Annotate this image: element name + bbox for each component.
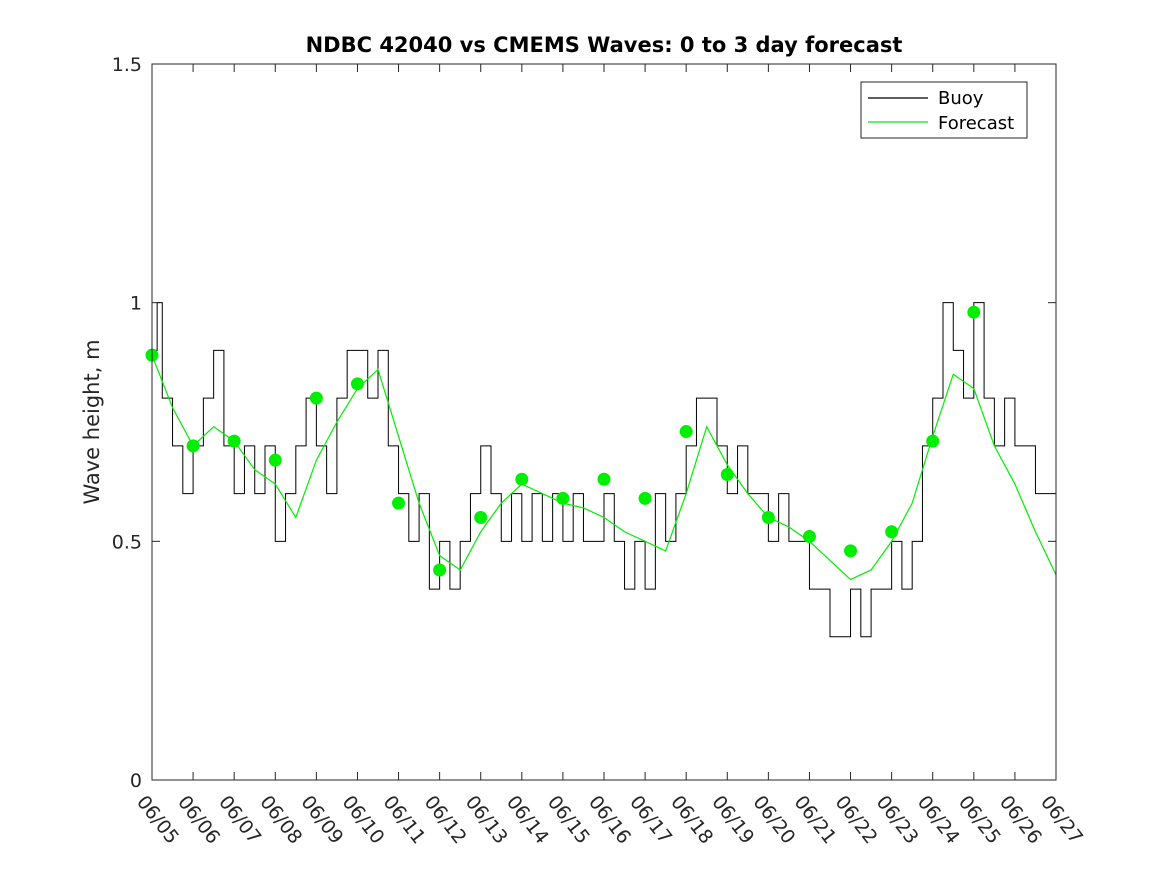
legend-label-buoy: Buoy	[938, 88, 984, 109]
forecast-marker	[761, 510, 775, 524]
forecast-marker	[844, 544, 858, 558]
x-tick-label: 06/12	[420, 792, 471, 849]
forecast-marker	[679, 425, 693, 439]
x-tick-label: 06/05	[132, 792, 183, 849]
forecast-marker	[597, 472, 611, 486]
y-tick-label: 0.5	[112, 531, 142, 553]
x-tick-label: 06/17	[625, 792, 676, 849]
x-tick-label: 06/22	[831, 792, 882, 849]
x-tick-label: 06/20	[748, 792, 799, 849]
forecast-series-line	[151, 354, 1057, 581]
x-tick-label: 06/18	[666, 792, 717, 849]
buoy-series-line	[152, 302, 1057, 638]
y-tick-label: 0	[130, 770, 142, 792]
chart-title: NDBC 42040 vs CMEMS Waves: 0 to 3 day fo…	[306, 33, 903, 57]
forecast-marker	[967, 305, 981, 319]
forecast-marker	[926, 434, 940, 448]
x-tick-label: 06/26	[995, 792, 1046, 849]
forecast-marker	[350, 377, 364, 391]
legend-label-forecast: Forecast	[938, 113, 1014, 134]
x-tick-label: 06/07	[214, 792, 265, 849]
x-tick-label: 06/09	[296, 792, 347, 849]
y-axis-label: Wave height, m	[80, 339, 104, 504]
series-layer	[151, 302, 1057, 638]
plot-area	[152, 64, 1056, 780]
forecast-marker	[885, 525, 899, 539]
forecast-marker	[474, 510, 488, 524]
forecast-marker	[392, 496, 406, 510]
x-tick-label: 06/13	[461, 792, 512, 849]
forecast-marker	[556, 491, 570, 505]
y-tick-label: 1	[130, 293, 142, 315]
x-tick-label: 06/06	[173, 792, 224, 849]
legend-box	[860, 81, 1028, 139]
forecast-marker	[720, 468, 734, 482]
x-tick-label: 06/27	[1036, 792, 1087, 849]
x-tick-label: 06/25	[954, 792, 1005, 849]
forecast-marker	[433, 563, 447, 577]
x-tick-label: 06/14	[502, 792, 553, 849]
forecast-marker	[802, 530, 816, 544]
forecast-marker	[515, 472, 529, 486]
x-tick-label: 06/24	[913, 792, 964, 849]
x-tick-label: 06/23	[872, 792, 923, 849]
x-tick-label: 06/21	[790, 792, 841, 849]
forecast-marker	[186, 439, 200, 453]
forecast-marker	[227, 434, 241, 448]
x-tick-label: 06/08	[255, 792, 306, 849]
x-tick-label: 06/16	[584, 792, 635, 849]
x-tick-label: 06/19	[707, 792, 758, 849]
x-tick-label: 06/15	[543, 792, 594, 849]
forecast-marker	[268, 453, 282, 467]
forecast-marker	[638, 491, 652, 505]
x-tick-label: 06/10	[338, 792, 389, 849]
y-tick-label: 1.5	[112, 54, 142, 76]
legend: Buoy Forecast	[860, 81, 1028, 139]
x-tick-label: 06/11	[379, 792, 430, 849]
marker-layer	[145, 305, 981, 577]
forecast-marker	[309, 391, 323, 405]
